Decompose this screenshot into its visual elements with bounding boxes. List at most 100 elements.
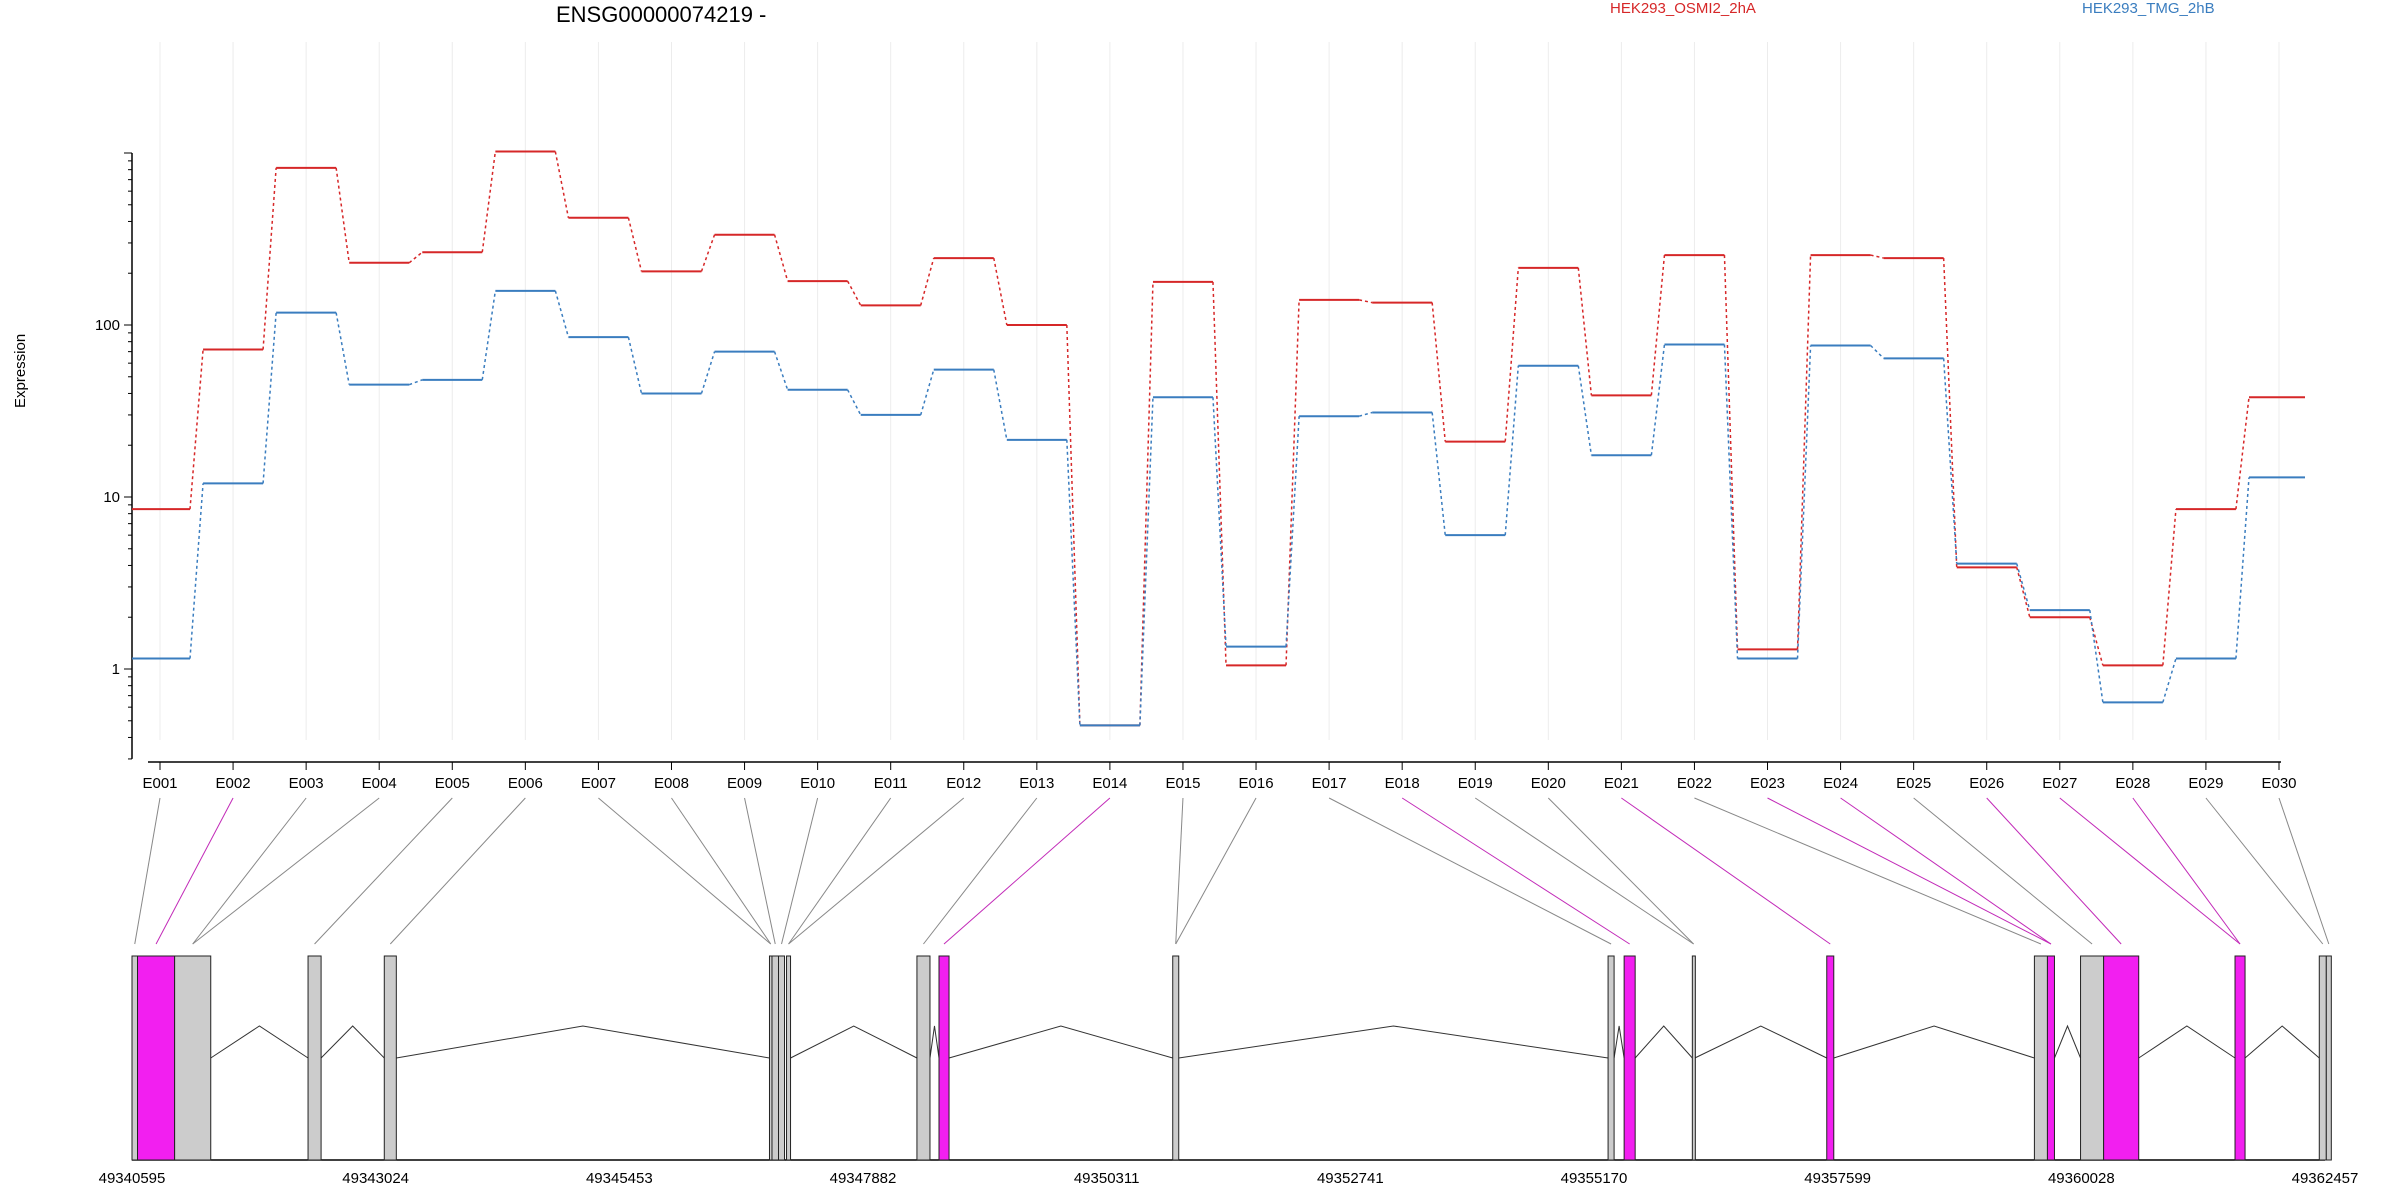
exon-connector xyxy=(1474,797,1694,945)
exon-connector xyxy=(1175,797,1184,945)
axes-layer: 1 10 100 E001 E002 E003 E004 E005 E006 E007 E008 E0… xyxy=(95,152,2297,792)
exon-box xyxy=(383,955,397,1161)
x-tick-label: E029 xyxy=(2188,775,2223,792)
series-transition xyxy=(335,167,350,263)
exon-connector xyxy=(923,797,1038,945)
series-transition xyxy=(1577,365,1593,456)
series-transition xyxy=(554,290,570,338)
series-transition xyxy=(1139,397,1154,726)
exon-connector xyxy=(2132,797,2241,945)
exon-box xyxy=(1691,955,1696,1161)
series-transition xyxy=(1650,255,1666,396)
genomic-coordinate-label: 49350311 xyxy=(1074,1170,1140,1187)
series-transition xyxy=(1577,267,1593,396)
exon-box xyxy=(307,955,322,1161)
exon-box xyxy=(2033,955,2048,1161)
genomic-coordinate-label: 49360028 xyxy=(2048,1170,2115,1187)
genomic-coordinate-label: 49345453 xyxy=(586,1170,653,1187)
series-transition xyxy=(1066,439,1081,726)
exon-connector xyxy=(781,797,819,945)
exon-connector xyxy=(192,797,307,945)
exon-connector xyxy=(192,797,380,945)
series-transition xyxy=(627,336,643,394)
x-tick-label: E024 xyxy=(1823,775,1858,792)
x-tick-label: E017 xyxy=(1312,775,1347,792)
exon-box xyxy=(131,955,139,1161)
exon-box xyxy=(2103,955,2140,1161)
genomic-coordinate-label: 49340595 xyxy=(99,1170,166,1187)
series-transition xyxy=(189,349,204,510)
x-tick-label: E018 xyxy=(1385,775,1420,792)
x-tick-label: E003 xyxy=(289,775,324,792)
series-transition xyxy=(1796,255,1812,650)
genomic-coordinate-label: 49352741 xyxy=(1317,1170,1384,1187)
exon-connector xyxy=(1547,797,1694,945)
intron-line xyxy=(210,1025,309,1059)
legend-entry-series-a: HEK293_OSMI2_2hA xyxy=(1610,0,1756,17)
x-tick-label: E001 xyxy=(142,775,177,792)
x-tick-label: E010 xyxy=(800,775,835,792)
exon-connector xyxy=(155,797,234,945)
series-transition xyxy=(1431,412,1446,536)
series-a xyxy=(132,150,2305,727)
chart-title: ENSG00000074219 - xyxy=(556,2,767,27)
series-transition xyxy=(1212,397,1227,647)
exon-connector xyxy=(2278,797,2330,945)
series-transition xyxy=(262,167,277,350)
series-layer xyxy=(132,150,2305,727)
series-transition xyxy=(1870,254,1884,259)
series-transition xyxy=(2162,509,2177,666)
series-transition xyxy=(993,257,1008,326)
exon-connector xyxy=(1401,797,1630,945)
x-tick-label: E026 xyxy=(1969,775,2004,792)
series-transition xyxy=(481,151,497,253)
x-tick-label: E005 xyxy=(435,775,470,792)
y-tick-label: 10 xyxy=(103,489,120,506)
exon-connector xyxy=(1840,797,2052,945)
genomic-coordinate-label: 49355170 xyxy=(1561,1170,1628,1187)
exon-connector xyxy=(598,797,772,945)
intron-line xyxy=(1178,1025,1609,1059)
exon-box xyxy=(1172,955,1180,1161)
intron-line xyxy=(1613,1025,1625,1059)
x-tick-label: E025 xyxy=(1896,775,1931,792)
x-tick-label: E014 xyxy=(1092,775,1127,792)
exon-connector xyxy=(1328,797,1612,945)
grid-layer xyxy=(159,42,2280,740)
x-tick-label: E002 xyxy=(216,775,251,792)
exon-box xyxy=(2080,955,2105,1161)
exon-box xyxy=(174,955,212,1161)
series-transition xyxy=(262,312,277,484)
series-transition xyxy=(1942,258,1958,568)
intron-line xyxy=(1694,1025,1827,1059)
exon-connector xyxy=(671,797,772,945)
series-transition xyxy=(1870,344,1885,359)
series-transition xyxy=(189,483,204,659)
series-transition xyxy=(846,389,862,416)
intron-line xyxy=(1634,1025,1693,1059)
series-transition xyxy=(1358,299,1373,304)
x-tick-label: E020 xyxy=(1531,775,1566,792)
series-transition xyxy=(773,351,789,391)
intron-line xyxy=(320,1025,385,1059)
x-tick-label: E007 xyxy=(581,775,616,792)
exon-connector xyxy=(2205,797,2324,945)
series-transition xyxy=(2162,658,2177,703)
connector-layer xyxy=(134,797,2330,945)
series-transition xyxy=(919,257,935,306)
genomic-coordinate-label: 49357599 xyxy=(1804,1170,1871,1187)
series-transition xyxy=(1504,267,1520,442)
genomic-coordinate-label: 49362457 xyxy=(2292,1170,2359,1187)
series-transition xyxy=(846,280,862,306)
exon-connector xyxy=(788,797,965,945)
genomic-coordinate-label: 49343024 xyxy=(342,1170,409,1187)
exon-connector xyxy=(389,797,526,945)
x-tick-label: E008 xyxy=(654,775,689,792)
series-transition xyxy=(1504,365,1520,536)
series-transition xyxy=(2235,477,2250,659)
x-tick-label: E027 xyxy=(2042,775,2077,792)
exon-connector xyxy=(1694,797,2042,945)
exon-connector xyxy=(744,797,776,945)
exon-connector xyxy=(1175,797,1257,945)
intron-line xyxy=(2053,1024,2082,1059)
